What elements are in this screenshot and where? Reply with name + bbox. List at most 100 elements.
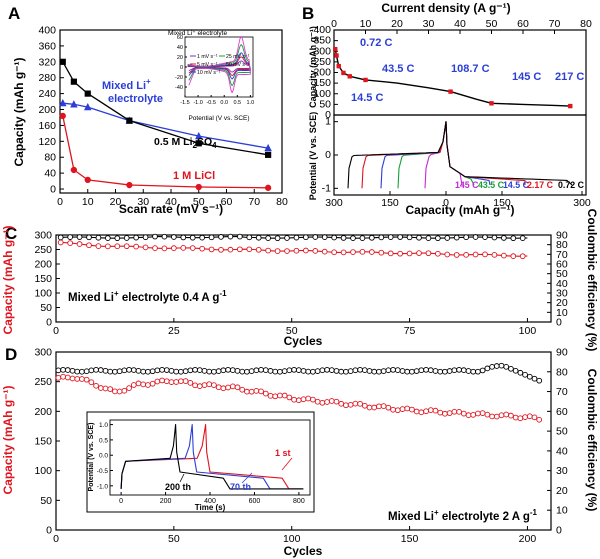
ce-point xyxy=(123,235,130,241)
charge-discharge-curve xyxy=(380,121,491,189)
y-tick-label: 100 xyxy=(34,465,52,477)
ce-point xyxy=(173,368,180,375)
y-tick-label: 250 xyxy=(34,244,52,256)
ce-point xyxy=(376,368,382,375)
ce-point xyxy=(501,235,507,241)
capacity-point xyxy=(378,249,385,256)
x-tick-label: 0 xyxy=(443,197,449,209)
y-tick-label: 50 xyxy=(556,268,568,280)
capacity-point xyxy=(451,408,458,415)
capacity-point xyxy=(182,378,189,384)
ce-point xyxy=(312,234,319,240)
panel-c-ticks: 0 25 50 75 100050100150200250300010203040506… xyxy=(34,230,567,338)
capacity-point xyxy=(274,248,281,254)
capacity-point xyxy=(225,384,231,391)
ce-point xyxy=(331,234,337,241)
ce-point xyxy=(255,234,262,241)
x-tick-label: 60 xyxy=(517,18,529,30)
panel-b-bottom-xlabel: Capacity (mAh g⁻¹) xyxy=(405,203,514,217)
ce-point xyxy=(484,365,491,372)
x-tick-label: 10 xyxy=(82,196,94,208)
capacity-point xyxy=(300,396,307,403)
y-tick-label: 0 xyxy=(325,149,331,161)
capacity-point xyxy=(404,405,411,412)
ce-point xyxy=(380,368,387,374)
capacity-point xyxy=(331,249,337,256)
panel-b-top-xlabel: Current density (A g⁻¹) xyxy=(381,1,510,15)
legend-label: 2.17 C xyxy=(527,180,554,190)
panel-d-series xyxy=(55,362,543,423)
ce-point xyxy=(272,368,279,375)
y-tick-label: 160 xyxy=(38,120,56,132)
capacity-point xyxy=(390,406,396,413)
ce-point xyxy=(526,373,533,380)
ce-point xyxy=(201,368,208,374)
panel-b-top-series xyxy=(333,46,573,109)
x-tick-label: 300 xyxy=(325,197,343,209)
capacity-point xyxy=(253,388,260,394)
ce-point xyxy=(300,368,307,374)
inset-d-ticks: 0 200 400 600 800 -1.0 -0.5 0.0 0.5 1.0 xyxy=(97,422,305,505)
capacity-point xyxy=(340,249,347,256)
capacity-point xyxy=(295,397,302,404)
capacity-point xyxy=(446,410,453,416)
inset-a-ticks: -1.5 -1.0 -0.5 0.0 0.5 1.0 -40 -20 0 20 40 60 xyxy=(175,35,254,106)
ce-point xyxy=(55,367,62,374)
inset-x-tick-label: 800 xyxy=(293,498,305,505)
ce-point xyxy=(366,368,373,374)
y-tick-label: 200 xyxy=(38,104,56,116)
ce-point xyxy=(394,367,401,373)
capacity-point xyxy=(517,415,524,422)
ce-point xyxy=(168,367,175,374)
data-point xyxy=(264,184,272,191)
capacity-point xyxy=(79,376,85,382)
ce-point xyxy=(371,368,378,375)
annot-14-5c: 14.5 C xyxy=(351,92,383,104)
ce-point xyxy=(267,368,274,374)
capacity-point xyxy=(489,413,495,420)
capacity-point xyxy=(206,381,213,388)
inset-y-tick-label: 20 xyxy=(177,55,183,61)
capacity-point xyxy=(416,250,422,256)
capacity-point xyxy=(234,384,241,391)
ce-point xyxy=(352,367,359,374)
panel-d-inset: 0 200 400 600 800-1.0-0.50.00.51.0 Time (s) … xyxy=(86,411,315,513)
capacity-point xyxy=(135,380,142,387)
ce-point xyxy=(121,367,128,374)
capacity-point xyxy=(95,243,102,249)
capacity-point xyxy=(267,392,274,399)
ce-point xyxy=(107,368,114,375)
y-tick-label: 150 xyxy=(34,273,52,285)
capacity-point xyxy=(310,396,316,403)
capacity-point xyxy=(60,373,66,380)
x-tick-label: 150 xyxy=(401,533,419,545)
ce-point xyxy=(369,234,375,241)
ce-point xyxy=(69,367,76,374)
ce-point xyxy=(114,235,121,242)
capacity-point xyxy=(262,390,269,397)
ce-point xyxy=(237,233,243,240)
x-tick-label: 60 xyxy=(221,196,233,208)
label-mixed-line2: electrolyte xyxy=(108,93,163,105)
legend-label: 0.72 C xyxy=(558,180,585,190)
capacity-point xyxy=(189,245,196,251)
inset-y-tick-label: 40 xyxy=(177,45,183,51)
inset-x-tick-label: -1.0 xyxy=(193,100,202,106)
ce-point xyxy=(97,367,104,373)
data-point xyxy=(84,90,91,97)
capacity-point xyxy=(239,386,246,393)
panel-d-label: D xyxy=(5,345,17,364)
capacity-point xyxy=(116,388,123,395)
charge-discharge-curve xyxy=(397,121,475,189)
ce-point xyxy=(88,367,95,374)
capacity-point xyxy=(130,382,137,388)
capacity-point xyxy=(361,402,368,409)
data-point xyxy=(265,151,272,158)
ce-point xyxy=(475,368,481,375)
ce-point xyxy=(324,366,330,373)
ce-point xyxy=(208,234,215,241)
capacity-point xyxy=(387,250,394,257)
capacity-point xyxy=(180,245,187,251)
capacity-point xyxy=(272,393,279,400)
ce-point xyxy=(303,234,309,241)
